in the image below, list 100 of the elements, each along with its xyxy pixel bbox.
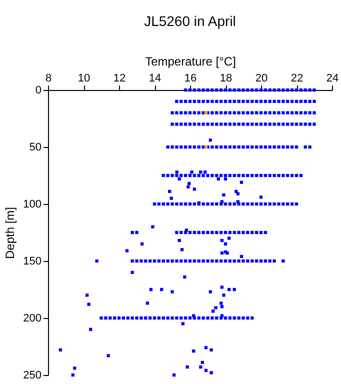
- point: [232, 230, 236, 234]
- point: [250, 100, 254, 103]
- point: [188, 202, 192, 206]
- point: [188, 122, 192, 126]
- point: [290, 88, 294, 92]
- point: [140, 316, 143, 320]
- point: [152, 259, 156, 263]
- point: [264, 174, 268, 178]
- point: [232, 122, 236, 126]
- point: [210, 122, 214, 126]
- point: [242, 316, 245, 320]
- x-axis-title: Temperature [°C]: [145, 54, 236, 68]
- point: [180, 174, 183, 178]
- point: [312, 88, 316, 92]
- point: [206, 174, 210, 178]
- point: [210, 259, 214, 263]
- point: [286, 111, 290, 114]
- point: [170, 259, 174, 263]
- point: [210, 88, 214, 92]
- point: [206, 230, 210, 234]
- point: [188, 259, 192, 263]
- point: [308, 122, 312, 126]
- point: [246, 202, 250, 206]
- point: [202, 88, 205, 92]
- point: [228, 230, 232, 234]
- point: [290, 174, 294, 178]
- point: [215, 259, 218, 263]
- point: [219, 145, 223, 149]
- point: [184, 111, 188, 114]
- point: [224, 111, 228, 114]
- point: [268, 145, 272, 149]
- point: [180, 259, 183, 263]
- point: [206, 316, 210, 320]
- point: [215, 88, 218, 92]
- point: [157, 259, 161, 263]
- point: [162, 202, 165, 206]
- point: [117, 316, 121, 320]
- point: [175, 230, 178, 234]
- point: [197, 100, 200, 103]
- point: [250, 145, 254, 149]
- point: [237, 316, 240, 320]
- point: [175, 122, 178, 126]
- point: [170, 174, 174, 178]
- y-tick-label: 100: [23, 198, 42, 210]
- point: [188, 88, 192, 92]
- point: [210, 230, 214, 234]
- point: [228, 145, 232, 149]
- point: [188, 111, 192, 114]
- point: [259, 230, 263, 234]
- point: [299, 88, 303, 92]
- point: [100, 316, 103, 320]
- point: [180, 202, 183, 206]
- point: [308, 100, 312, 103]
- point: [242, 88, 245, 92]
- point: [294, 202, 298, 206]
- point: [312, 111, 316, 114]
- point: [184, 202, 188, 206]
- point: [180, 316, 183, 320]
- point: [308, 145, 312, 149]
- point: [206, 259, 210, 263]
- point: [254, 259, 258, 263]
- point: [210, 316, 214, 320]
- point: [215, 230, 218, 234]
- point: [299, 122, 303, 126]
- point: [210, 202, 214, 206]
- point: [184, 88, 188, 92]
- point: [272, 122, 276, 126]
- point: [254, 88, 258, 92]
- x-tick-label: 24: [326, 72, 339, 84]
- point: [206, 100, 210, 103]
- point: [246, 174, 250, 178]
- point: [237, 145, 240, 149]
- x-tick-label: 10: [78, 72, 90, 84]
- point: [294, 145, 298, 149]
- point: [246, 100, 250, 103]
- y-tick-label: 50: [29, 142, 42, 154]
- point: [277, 111, 280, 114]
- point: [250, 88, 254, 92]
- point: [272, 111, 276, 114]
- point: [268, 122, 272, 126]
- point: [286, 100, 290, 103]
- point: [259, 259, 263, 263]
- point: [264, 88, 268, 92]
- point: [294, 111, 298, 114]
- point: [246, 259, 250, 263]
- point: [272, 88, 276, 92]
- point: [162, 259, 165, 263]
- x-tick-label: 16: [184, 72, 197, 84]
- point: [299, 111, 303, 114]
- point: [108, 316, 112, 320]
- point: [264, 111, 268, 114]
- point: [277, 145, 280, 149]
- point: [277, 202, 280, 206]
- point: [202, 100, 205, 103]
- point: [192, 145, 196, 149]
- point: [166, 259, 170, 263]
- point: [170, 202, 174, 206]
- point: [268, 111, 272, 114]
- point: [294, 122, 298, 126]
- point: [188, 316, 192, 320]
